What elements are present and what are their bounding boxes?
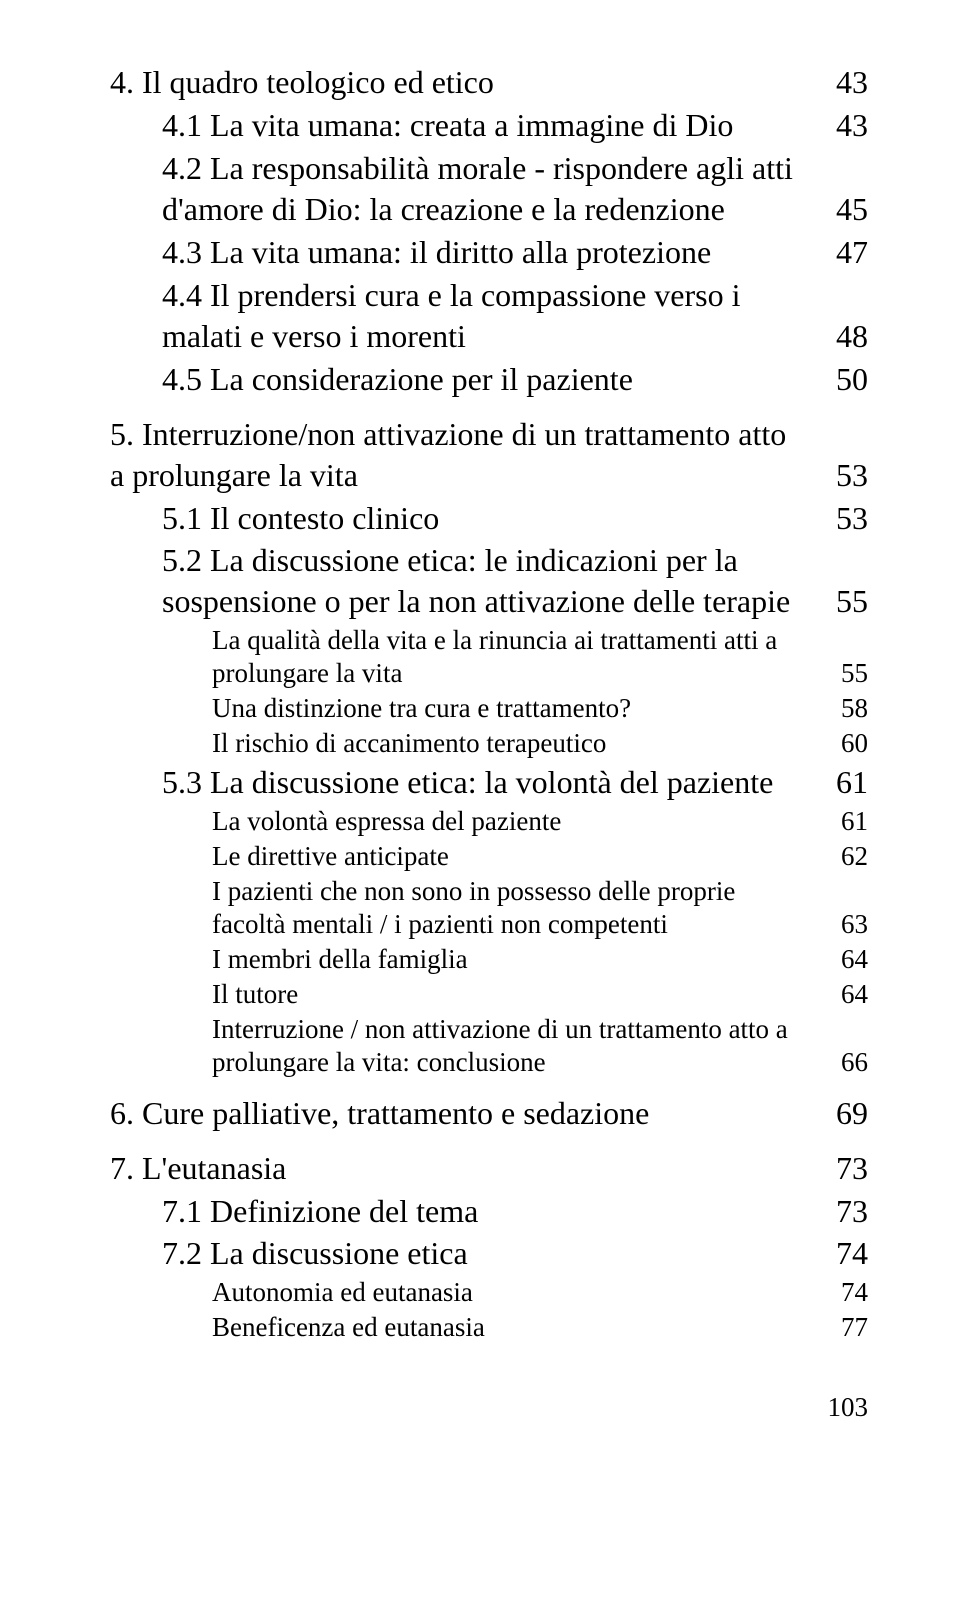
toc-entry-page: 45 [818,189,868,230]
toc-entry-page: 77 [818,1311,868,1344]
toc-entry-text: 5.1 Il contesto clinico [162,498,818,539]
toc-entry-page: 53 [818,455,868,496]
toc-entry-page: 74 [818,1276,868,1309]
toc-entry: 4.1 La vita umana: creata a immagine di … [162,105,868,146]
toc-entry-page: 50 [818,359,868,400]
toc-entry-page: 43 [818,105,868,146]
toc-entry-page: 73 [818,1191,868,1232]
toc-entry-page: 48 [818,316,868,357]
toc-entry: 5.1 Il contesto clinico53 [162,498,868,539]
toc-entry-text: 5.3 La discussione etica: la volontà del… [162,762,818,803]
toc-entry-text: Interruzione / non attivazione di un tra… [212,1013,818,1079]
toc-entry-page: 64 [818,943,868,976]
toc-entry-page: 66 [818,1046,868,1079]
toc-entry-text: 7.2 La discussione etica [162,1233,818,1274]
toc-entry-text: Il rischio di accanimento terapeutico [212,727,818,760]
toc-entry: I membri della famiglia64 [212,943,868,976]
toc-entry: Una distinzione tra cura e trattamento?5… [212,692,868,725]
toc-entry: 4. Il quadro teologico ed etico43 [110,62,868,103]
table-of-contents: 4. Il quadro teologico ed etico434.1 La … [110,62,868,1344]
toc-entry-text: I membri della famiglia [212,943,818,976]
toc-entry-page: 55 [818,581,868,622]
toc-entry: La qualità della vita e la rinuncia ai t… [212,624,868,690]
toc-entry: 7. L'eutanasia73 [110,1148,868,1189]
toc-entry-page: 64 [818,978,868,1011]
toc-entry-text: Il tutore [212,978,818,1011]
toc-entry-text: 4.1 La vita umana: creata a immagine di … [162,105,818,146]
toc-entry: La volontà espressa del paziente61 [212,805,868,838]
toc-entry: Interruzione / non attivazione di un tra… [212,1013,868,1079]
toc-entry-text: 4.2 La responsabilità morale - risponder… [162,148,818,230]
toc-entry: 5.3 La discussione etica: la volontà del… [162,762,868,803]
toc-entry-page: 61 [818,805,868,838]
toc-entry-text: 5. Interruzione/non attivazione di un tr… [110,414,818,496]
toc-entry: Beneficenza ed eutanasia77 [212,1311,868,1344]
toc-entry: I pazienti che non sono in possesso dell… [212,875,868,941]
toc-entry-page: 58 [818,692,868,725]
toc-entry: 4.5 La considerazione per il paziente50 [162,359,868,400]
toc-entry-text: 5.2 La discussione etica: le indicazioni… [162,540,818,622]
toc-entry: Il rischio di accanimento terapeutico60 [212,727,868,760]
toc-entry-page: 62 [818,840,868,873]
toc-entry-page: 47 [818,232,868,273]
toc-entry: Autonomia ed eutanasia74 [212,1276,868,1309]
toc-entry-page: 60 [818,727,868,760]
toc-entry-page: 73 [818,1148,868,1189]
toc-entry-page: 55 [818,657,868,690]
toc-entry: 4.4 Il prendersi cura e la compassione v… [162,275,868,357]
toc-entry-text: 4.4 Il prendersi cura e la compassione v… [162,275,818,357]
toc-entry-text: 7.1 Definizione del tema [162,1191,818,1232]
toc-entry-text: 7. L'eutanasia [110,1148,818,1189]
toc-entry-text: Autonomia ed eutanasia [212,1276,818,1309]
toc-entry-page: 74 [818,1233,868,1274]
toc-entry-page: 43 [818,62,868,103]
toc-entry-text: 4.3 La vita umana: il diritto alla prote… [162,232,818,273]
toc-entry: 5.2 La discussione etica: le indicazioni… [162,540,868,622]
toc-entry-text: La qualità della vita e la rinuncia ai t… [212,624,818,690]
toc-entry: 7.2 La discussione etica74 [162,1233,868,1274]
toc-entry: 7.1 Definizione del tema73 [162,1191,868,1232]
toc-entry: 5. Interruzione/non attivazione di un tr… [110,414,868,496]
toc-entry-text: 4. Il quadro teologico ed etico [110,62,818,103]
toc-entry-text: 6. Cure palliative, trattamento e sedazi… [110,1093,818,1134]
toc-entry: Le direttive anticipate62 [212,840,868,873]
toc-entry-page: 69 [818,1093,868,1134]
toc-entry-text: I pazienti che non sono in possesso dell… [212,875,818,941]
toc-entry-page: 63 [818,908,868,941]
toc-entry-text: 4.5 La considerazione per il paziente [162,359,818,400]
toc-entry: 6. Cure palliative, trattamento e sedazi… [110,1093,868,1134]
toc-entry: 4.3 La vita umana: il diritto alla prote… [162,232,868,273]
toc-entry-text: Beneficenza ed eutanasia [212,1311,818,1344]
toc-entry: 4.2 La responsabilità morale - risponder… [162,148,868,230]
toc-entry-text: Una distinzione tra cura e trattamento? [212,692,818,725]
toc-entry-text: La volontà espressa del paziente [212,805,818,838]
toc-entry: Il tutore64 [212,978,868,1011]
toc-entry-text: Le direttive anticipate [212,840,818,873]
toc-entry-page: 53 [818,498,868,539]
page-number: 103 [110,1392,868,1423]
toc-entry-page: 61 [818,762,868,803]
